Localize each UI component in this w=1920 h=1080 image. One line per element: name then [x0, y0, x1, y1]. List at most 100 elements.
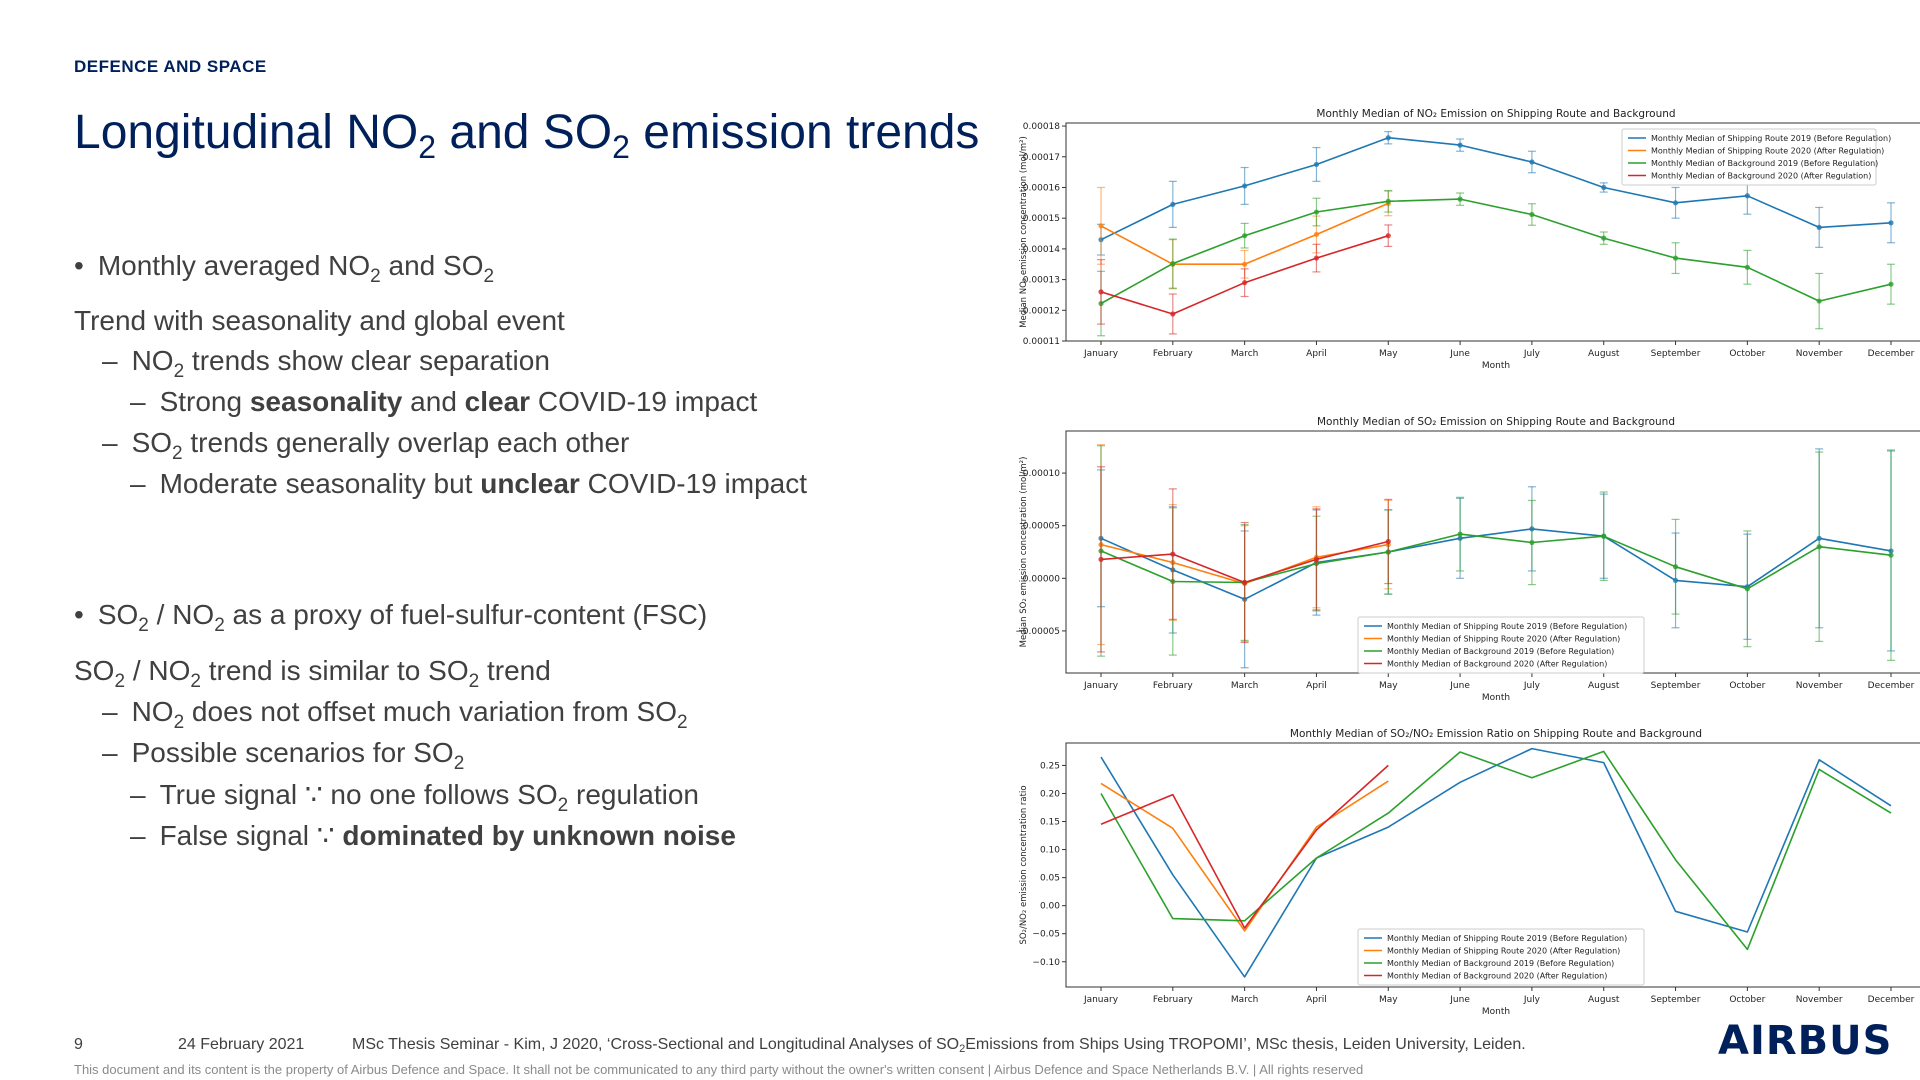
data-point — [1457, 531, 1463, 537]
text-run: / NO — [148, 599, 215, 630]
text-run: NO — [131, 345, 174, 376]
x-tick-label: February — [1153, 995, 1194, 1005]
x-tick-label: September — [1651, 681, 1701, 691]
footer-date: 24 February 2021 — [178, 1036, 305, 1053]
y-tick-label: 0.00016 — [1023, 183, 1060, 193]
legend-box — [1621, 128, 1877, 186]
subscript: 2 — [483, 266, 495, 287]
airbus-logo: AIRBUS — [1718, 1018, 1893, 1064]
data-point — [1242, 183, 1248, 189]
x-tick-label: April — [1306, 995, 1327, 1005]
y-tick-label: 0.00005 — [1023, 522, 1060, 532]
data-point — [1313, 556, 1320, 562]
x-tick-label: August — [1588, 349, 1620, 359]
text-run: does not offset much variation from SO — [184, 696, 677, 727]
text-run: COVID-19 impact — [530, 386, 758, 417]
x-tick-label: April — [1306, 349, 1327, 359]
text-run: SO — [97, 599, 139, 630]
x-tick-label: September — [1651, 349, 1701, 359]
y-tick-label: 0.00017 — [1023, 153, 1060, 163]
data-point — [1816, 298, 1822, 304]
legend-label: Monthly Median of Background 2020 (After… — [1387, 660, 1607, 669]
bullet-line: – True signal ∵ no one follows SO2 regula… — [130, 778, 699, 815]
data-point — [1385, 538, 1391, 545]
data-point — [1744, 193, 1750, 199]
text-run: NO — [131, 696, 174, 727]
legend-label: Monthly Median of Shipping Route 2020 (A… — [1387, 635, 1620, 644]
data-point — [1888, 281, 1894, 287]
page-title: Longitudinal NO2 and SO2 emission trends — [74, 106, 980, 165]
subscript: 2 — [453, 753, 465, 774]
data-point — [1888, 220, 1894, 226]
data-point — [1170, 201, 1176, 207]
y-tick-label: 0.05 — [1040, 874, 1060, 884]
legend-box — [1357, 928, 1645, 986]
x-tick-label: July — [1523, 681, 1541, 691]
bullet-marker: • — [74, 599, 84, 630]
data-point — [1601, 235, 1607, 241]
y-tick-label: 0.00010 — [1023, 469, 1060, 479]
chart-title: Monthly Median of SO₂ Emission on Shippi… — [1317, 416, 1675, 428]
chart-title: Monthly Median of SO₂/NO₂ Emission Ratio… — [1290, 728, 1702, 740]
legend-label: Monthly Median of Shipping Route 2019 (B… — [1387, 622, 1627, 631]
legend-label: Monthly Median of Shipping Route 2020 (A… — [1651, 147, 1884, 156]
no2-chart: Monthly Median of NO₂ Emission on Shippi… — [1019, 108, 1920, 371]
data-point — [1098, 223, 1104, 229]
data-point — [1601, 184, 1607, 191]
subscript: 2 — [370, 266, 381, 287]
bullet-line: SO2 / NO2 trend is similar to SO2 trend — [74, 655, 551, 691]
y-tick-label: 0.20 — [1040, 789, 1060, 799]
y-tick-label: −0.00005 — [1015, 627, 1060, 637]
x-tick-label: January — [1083, 681, 1119, 691]
legend-label: Monthly Median of Shipping Route 2019 (B… — [1387, 934, 1627, 943]
data-point — [1242, 233, 1248, 239]
data-point — [1744, 586, 1750, 592]
y-axis-label: Median SO₂ emission concentration (mol/m… — [1019, 457, 1029, 648]
footer-citation: MSc Thesis Seminar - Kim, J 2020, ‘Cross… — [352, 1036, 1526, 1055]
bullet-line: – NO2 trends show clear separation — [102, 345, 550, 381]
bold-text: clear — [464, 386, 531, 417]
x-axis-label: Month — [1482, 693, 1510, 703]
bullet-marker: – — [130, 468, 146, 499]
bullet-line: • SO2 / NO2 as a proxy of fuel-sulfur-con… — [74, 599, 707, 635]
x-axis-label: Month — [1482, 361, 1510, 371]
text-run: trends show clear separation — [184, 345, 550, 376]
data-point — [1672, 200, 1679, 206]
legend-label: Monthly Median of Shipping Route 2019 (B… — [1651, 134, 1891, 143]
text-run: SO — [131, 427, 173, 458]
bullet-line: • Monthly averaged NO2 and SO2 — [74, 250, 494, 286]
y-tick-label: 0.10 — [1040, 846, 1060, 856]
x-tick-label: January — [1083, 349, 1119, 359]
subscript: 2 — [173, 361, 185, 382]
series-line — [1100, 198, 1892, 305]
subscript: 2 — [190, 671, 201, 692]
data-point — [1529, 211, 1535, 218]
x-tick-label: November — [1796, 681, 1843, 691]
data-point — [1672, 564, 1679, 570]
x-tick-label: February — [1153, 349, 1194, 359]
legend-label: Monthly Median of Shipping Route 2020 (A… — [1387, 947, 1620, 956]
bullet-line: – Possible scenarios for SO2 — [102, 737, 464, 773]
data-point — [1313, 231, 1320, 238]
y-tick-label: 0.00014 — [1023, 245, 1060, 255]
y-tick-label: 0.00011 — [1023, 337, 1060, 347]
x-tick-label: February — [1153, 681, 1194, 691]
x-tick-label: September — [1651, 995, 1701, 1005]
footer: 9 24 February 2021 MSc Thesis Seminar - Ki… — [74, 1036, 1526, 1055]
legend-label: Monthly Median of Background 2019 (Befor… — [1387, 959, 1614, 968]
subscript: 2 — [172, 443, 183, 464]
x-tick-label: July — [1523, 995, 1541, 1005]
subscript: 2 — [214, 615, 225, 636]
x-tick-label: November — [1796, 349, 1843, 359]
data-point — [1672, 255, 1679, 261]
legend-label: Monthly Median of Background 2020 (After… — [1387, 972, 1607, 981]
bullet-line: – NO2 does not offset much variation from… — [102, 696, 688, 732]
y-axis-label: SO₂/NO₂ emission concentration ratio — [1019, 785, 1029, 944]
chart-title: Monthly Median of NO₂ Emission on Shippi… — [1316, 108, 1675, 120]
y-tick-label: −0.05 — [1032, 930, 1060, 940]
data-point — [1385, 135, 1391, 141]
data-point — [1816, 544, 1822, 550]
brand-label: DEFENCE AND SPACE — [74, 57, 267, 76]
x-tick-label: March — [1231, 681, 1258, 691]
text-run: Monthly averaged NO — [97, 250, 371, 281]
